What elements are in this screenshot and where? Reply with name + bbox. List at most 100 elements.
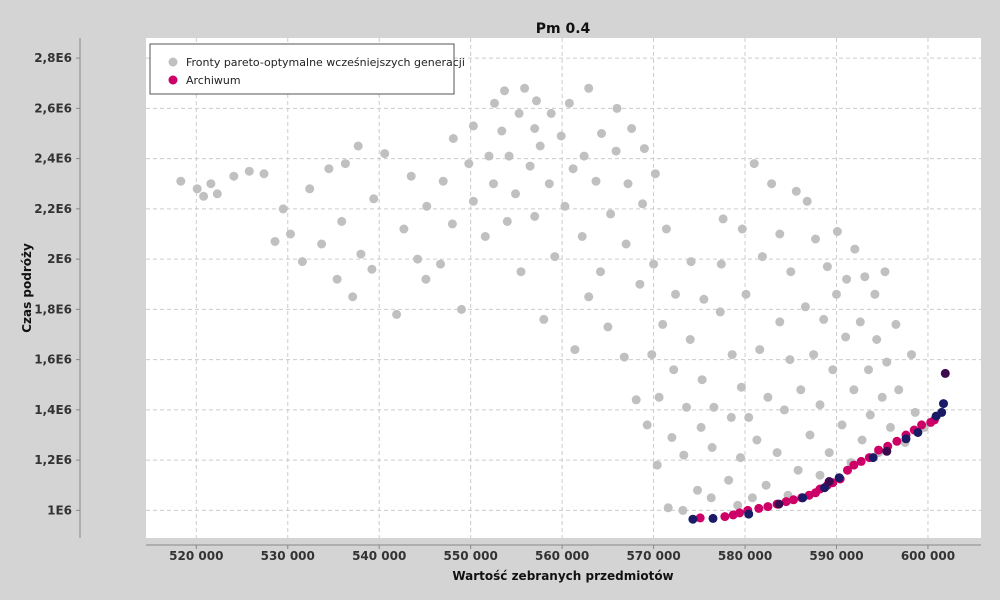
point-s0-24: [392, 309, 402, 319]
point-s0-43: [500, 86, 509, 96]
point-s1-5: [754, 503, 764, 513]
point-s0-2: [199, 191, 209, 201]
point-s0-60: [560, 201, 570, 211]
point-s0-29: [422, 201, 432, 211]
point-s0-100: [693, 485, 702, 495]
point-s0-144: [819, 314, 829, 324]
point-s0-78: [627, 124, 637, 133]
point-s0-151: [841, 332, 851, 342]
point-s0-37: [468, 121, 478, 131]
x-axis-title: Wartość zebranych przedmiotów: [452, 569, 673, 583]
point-s0-66: [584, 292, 594, 302]
point-s0-108: [716, 259, 726, 269]
legend: Fronty pareto-optymalne wcześniejszych g…: [149, 43, 465, 95]
point-s2-10: [937, 407, 947, 417]
point-s0-81: [638, 199, 648, 209]
point-s0-18: [348, 292, 358, 302]
point-s3-1: [824, 477, 834, 486]
point-s0-71: [603, 322, 613, 332]
point-s0-68: [591, 176, 601, 186]
point-s0-6: [244, 166, 254, 176]
point-s0-30: [436, 259, 445, 269]
point-s0-149: [832, 227, 842, 236]
point-s2-8: [913, 428, 923, 437]
point-s0-103: [699, 294, 709, 304]
y-tick-label-1: 1,2E6: [34, 453, 72, 467]
point-s0-158: [860, 272, 870, 282]
point-s0-20: [356, 249, 366, 259]
point-s0-138: [802, 196, 812, 206]
point-s0-84: [647, 350, 657, 360]
point-s0-115: [736, 382, 746, 392]
point-s1-0: [695, 513, 705, 523]
point-s0-8: [270, 237, 280, 246]
point-s0-39: [484, 151, 494, 161]
point-s0-0: [176, 176, 186, 186]
point-s0-141: [811, 234, 820, 244]
point-s0-48: [516, 267, 526, 277]
point-s0-119: [747, 493, 757, 503]
point-s0-46: [511, 189, 520, 199]
point-s0-22: [369, 194, 379, 204]
point-s0-91: [663, 503, 673, 513]
point-s0-19: [353, 141, 363, 151]
point-s0-89: [658, 319, 668, 329]
point-s0-147: [828, 365, 838, 375]
point-s0-106: [709, 402, 719, 412]
point-s0-148: [832, 289, 841, 299]
point-s0-13: [317, 239, 327, 249]
point-s0-17: [340, 159, 350, 169]
legend-label-previous-fronts: Fronty pareto-optymalne wcześniejszych g…: [186, 56, 465, 69]
point-s0-160: [865, 410, 875, 420]
x-tick-label-3: 550 000: [444, 549, 498, 563]
point-s0-136: [796, 385, 806, 395]
point-s0-145: [822, 262, 832, 272]
point-s0-76: [621, 239, 631, 249]
point-s0-121: [752, 435, 762, 445]
point-s0-87: [652, 460, 662, 470]
point-s0-110: [724, 475, 734, 485]
point-s3-3: [940, 368, 950, 378]
point-s0-116: [737, 224, 747, 234]
y-tick-label-4: 1,8E6: [34, 302, 72, 316]
point-s1-23: [892, 436, 902, 446]
point-s0-10: [286, 229, 295, 239]
point-s0-133: [786, 267, 796, 277]
point-s0-15: [332, 274, 342, 284]
point-s0-169: [894, 385, 904, 395]
point-s0-98: [685, 335, 695, 344]
point-s0-95: [678, 505, 688, 515]
point-s0-82: [639, 144, 649, 154]
y-axis-title: Czas podróży: [20, 243, 34, 333]
point-s0-162: [872, 335, 882, 344]
point-s0-49: [520, 83, 530, 93]
point-s0-55: [539, 314, 549, 324]
point-s0-96: [679, 450, 689, 460]
point-s0-16: [337, 216, 347, 226]
point-s1-8: [781, 497, 791, 507]
point-s1-3: [735, 508, 745, 518]
point-s0-21: [367, 264, 377, 274]
point-s1-17: [843, 465, 852, 475]
y-tick-label-8: 2,6E6: [34, 101, 72, 115]
point-s0-64: [577, 232, 587, 241]
point-s0-127: [772, 448, 782, 458]
y-tick-label-3: 1,6E6: [34, 353, 72, 367]
point-s0-77: [623, 179, 633, 189]
point-s2-4: [820, 483, 830, 493]
point-s0-58: [550, 252, 560, 262]
point-s0-41: [490, 98, 499, 108]
point-s0-70: [597, 129, 606, 138]
point-s0-164: [877, 392, 887, 402]
point-s0-102: [697, 375, 707, 385]
point-s0-90: [661, 224, 671, 234]
point-s0-94: [671, 289, 680, 299]
point-s0-31: [438, 176, 448, 186]
point-s0-129: [775, 229, 785, 239]
point-s0-26: [406, 171, 416, 181]
point-s0-143: [815, 400, 825, 410]
point-s0-111: [726, 412, 736, 422]
point-s0-5: [229, 171, 239, 181]
grid-lines: [146, 38, 981, 538]
point-s1-19: [856, 456, 866, 466]
